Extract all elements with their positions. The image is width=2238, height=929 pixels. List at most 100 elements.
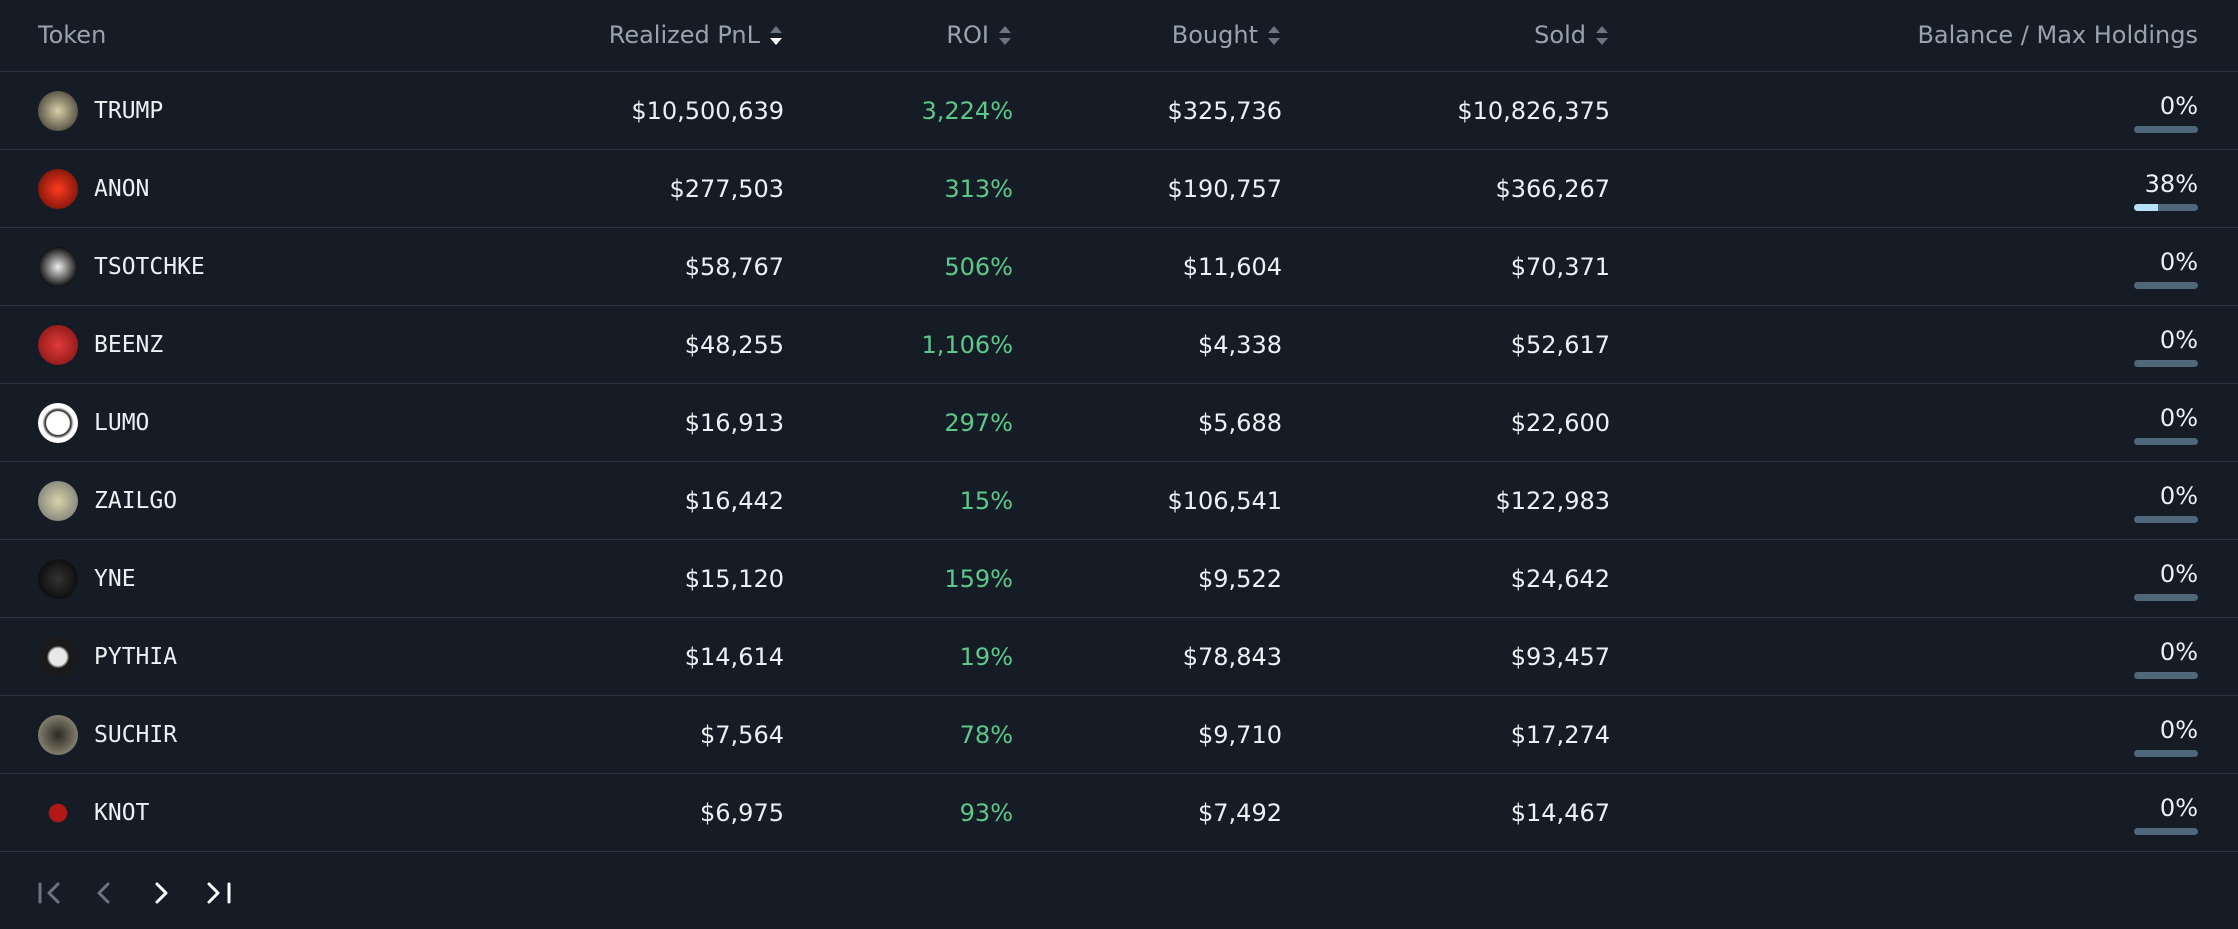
- balance: 0%: [2159, 92, 2198, 120]
- balance: 0%: [2159, 404, 2198, 432]
- realized-pnl: $14,614: [684, 643, 784, 671]
- token-name: BEENZ: [94, 332, 164, 358]
- balance: 0%: [2159, 482, 2198, 510]
- sort-icon: [999, 25, 1011, 45]
- sold: $24,642: [1510, 565, 1610, 593]
- token-icon: [38, 247, 78, 287]
- sold: $22,600: [1510, 409, 1610, 437]
- header-label: Token: [38, 21, 107, 49]
- header-balance: Balance / Max Holdings: [1917, 0, 2198, 71]
- prev-page[interactable]: [97, 882, 110, 904]
- table-row: TSOTCHKE $58,767 506% $11,604 $70,371 0%: [0, 227, 2238, 305]
- token-icon: [38, 325, 78, 365]
- header-sold[interactable]: Sold: [1534, 0, 1610, 71]
- balance-bar-track: [2134, 750, 2198, 757]
- balance: 0%: [2159, 326, 2198, 354]
- header-label: Sold: [1534, 21, 1586, 49]
- header-label: Balance / Max Holdings: [1917, 21, 2198, 49]
- sold: $93,457: [1510, 643, 1610, 671]
- sort-icon: [770, 25, 782, 45]
- roi: 297%: [944, 409, 1013, 437]
- header-pnl[interactable]: Realized PnL: [609, 0, 784, 71]
- realized-pnl: $58,767: [684, 253, 784, 281]
- realized-pnl: $277,503: [669, 175, 784, 203]
- header-label: ROI: [946, 21, 989, 49]
- balance-bar-track: [2134, 516, 2198, 523]
- bought: $11,604: [1182, 253, 1282, 281]
- balance-bar-track: [2134, 204, 2198, 211]
- token-icon: [38, 559, 78, 599]
- bought: $190,757: [1167, 175, 1282, 203]
- token-name: YNE: [94, 566, 136, 592]
- roi: 19%: [959, 643, 1013, 671]
- bought: $5,688: [1198, 409, 1282, 437]
- sold: $14,467: [1510, 799, 1610, 827]
- token-icon: [38, 481, 78, 521]
- header-bought[interactable]: Bought: [1172, 0, 1282, 71]
- first-page[interactable]: [38, 882, 60, 904]
- balance-bar-track: [2134, 672, 2198, 679]
- pagination-icons: [38, 882, 231, 904]
- bought: $106,541: [1167, 487, 1282, 515]
- table-row: KNOT $6,975 93% $7,492 $14,467 0%: [0, 773, 2238, 851]
- next-page[interactable]: [155, 882, 168, 904]
- sort-icon: [1596, 25, 1608, 45]
- sold: $52,617: [1510, 331, 1610, 359]
- balance: 0%: [2159, 794, 2198, 822]
- sold: $70,371: [1510, 253, 1610, 281]
- roi: 1,106%: [921, 331, 1013, 359]
- roi: 159%: [944, 565, 1013, 593]
- token-name: TRUMP: [94, 98, 164, 124]
- realized-pnl: $48,255: [684, 331, 784, 359]
- token-icon: [38, 715, 78, 755]
- token-name: PYTHIA: [94, 644, 178, 670]
- token-name: LUMO: [94, 410, 150, 436]
- sold: $17,274: [1510, 721, 1610, 749]
- header-roi[interactable]: ROI: [946, 0, 1013, 71]
- balance-bar-track: [2134, 594, 2198, 601]
- balance-bar-track: [2134, 438, 2198, 445]
- balance: 38%: [2144, 170, 2198, 198]
- balance: 0%: [2159, 560, 2198, 588]
- last-page[interactable]: [207, 882, 231, 904]
- balance: 0%: [2159, 638, 2198, 666]
- token-name: ANON: [94, 176, 150, 202]
- sold: $10,826,375: [1457, 97, 1610, 125]
- realized-pnl: $16,442: [684, 487, 784, 515]
- token-icon: [38, 91, 78, 131]
- table-row: ANON $277,503 313% $190,757 $366,267 38%: [0, 149, 2238, 227]
- table-row: ZAILGO $16,442 15% $106,541 $122,983 0%: [0, 461, 2238, 539]
- header-token[interactable]: Token: [38, 0, 106, 71]
- table-row: YNE $15,120 159% $9,522 $24,642 0%: [0, 539, 2238, 617]
- sold: $122,983: [1495, 487, 1610, 515]
- header-label: Bought: [1171, 21, 1258, 49]
- roi: 3,224%: [921, 97, 1013, 125]
- realized-pnl: $10,500,639: [631, 97, 784, 125]
- token-name: ZAILGO: [94, 488, 178, 514]
- token-icon: [38, 169, 78, 209]
- realized-pnl: $16,913: [684, 409, 784, 437]
- balance-bar-track: [2134, 282, 2198, 289]
- bought: $9,522: [1198, 565, 1282, 593]
- sort-icon: [1268, 25, 1280, 45]
- token-icon: [38, 403, 78, 443]
- bought: $4,338: [1198, 331, 1282, 359]
- sold: $366,267: [1495, 175, 1610, 203]
- roi: 15%: [959, 487, 1013, 515]
- table-row: LUMO $16,913 297% $5,688 $22,600 0%: [0, 383, 2238, 461]
- table-row: SUCHIR $7,564 78% $9,710 $17,274 0%: [0, 695, 2238, 773]
- header-label: Realized PnL: [608, 21, 760, 49]
- realized-pnl: $15,120: [684, 565, 784, 593]
- roi: 313%: [944, 175, 1013, 203]
- token-name: SUCHIR: [94, 722, 178, 748]
- bought: $9,710: [1198, 721, 1282, 749]
- bought: $325,736: [1167, 97, 1282, 125]
- table-row: PYTHIA $14,614 19% $78,843 $93,457 0%: [0, 617, 2238, 695]
- token-icon: [38, 637, 78, 677]
- token-name: KNOT: [94, 800, 150, 826]
- realized-pnl: $7,564: [700, 721, 784, 749]
- roi: 93%: [959, 799, 1013, 827]
- table-row: TRUMP $10,500,639 3,224% $325,736 $10,826,37…: [0, 71, 2238, 149]
- balance-bar: [2134, 204, 2159, 211]
